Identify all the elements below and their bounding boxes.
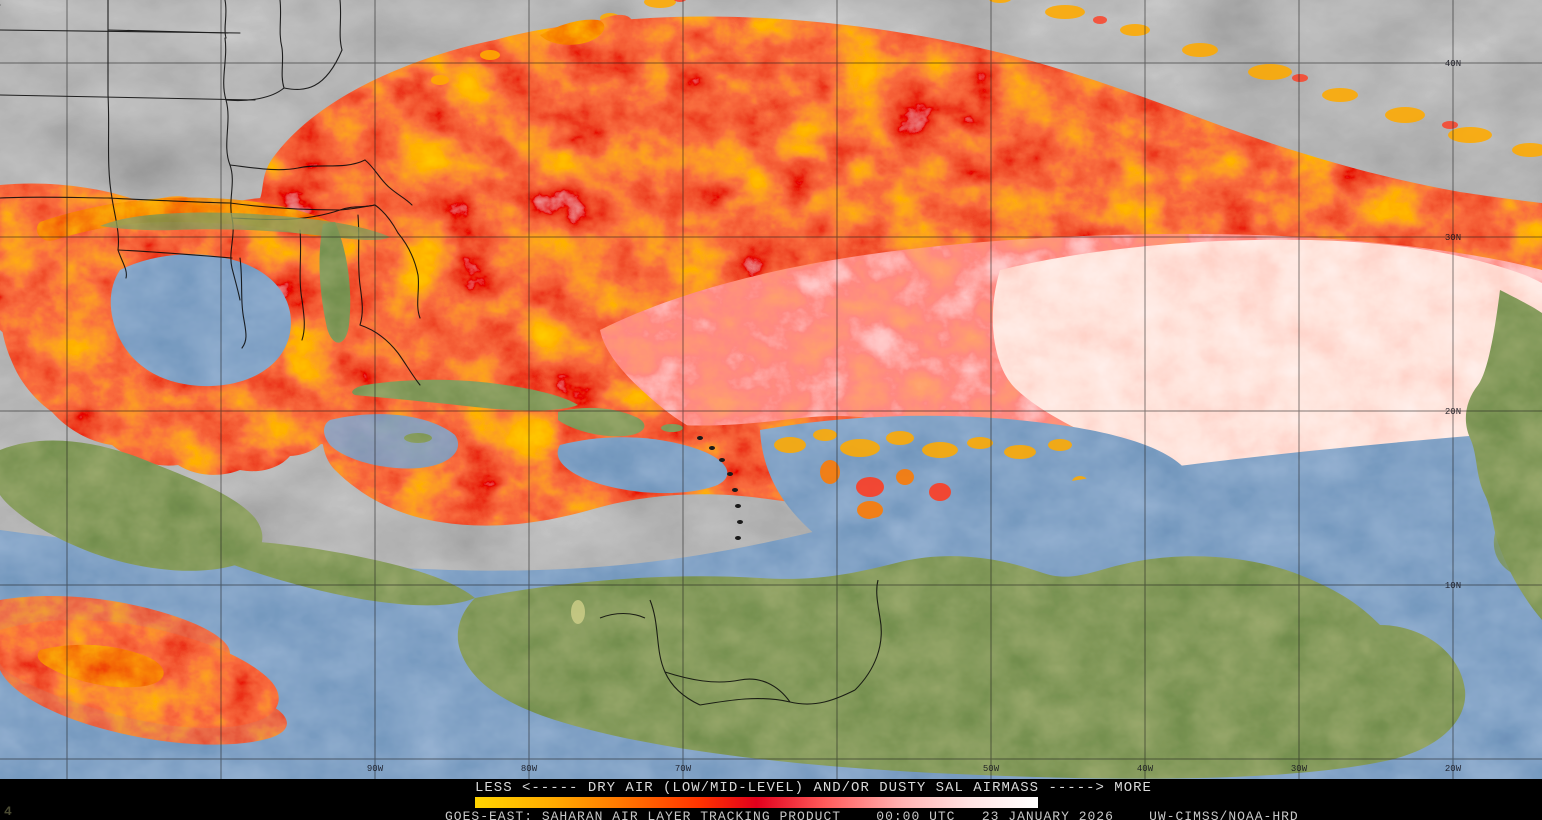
svg-text:40N: 40N	[1445, 59, 1461, 69]
svg-text:90W: 90W	[367, 764, 384, 774]
svg-text:70W: 70W	[675, 764, 692, 774]
svg-text:30W: 30W	[1291, 764, 1308, 774]
svg-text:20N: 20N	[1445, 407, 1461, 417]
svg-text:50W: 50W	[983, 764, 1000, 774]
svg-text:80W: 80W	[521, 764, 538, 774]
svg-text:30N: 30N	[1445, 233, 1461, 243]
svg-text:40W: 40W	[1137, 764, 1154, 774]
svg-text:10N: 10N	[1445, 581, 1461, 591]
svg-text:20W: 20W	[1445, 764, 1462, 774]
